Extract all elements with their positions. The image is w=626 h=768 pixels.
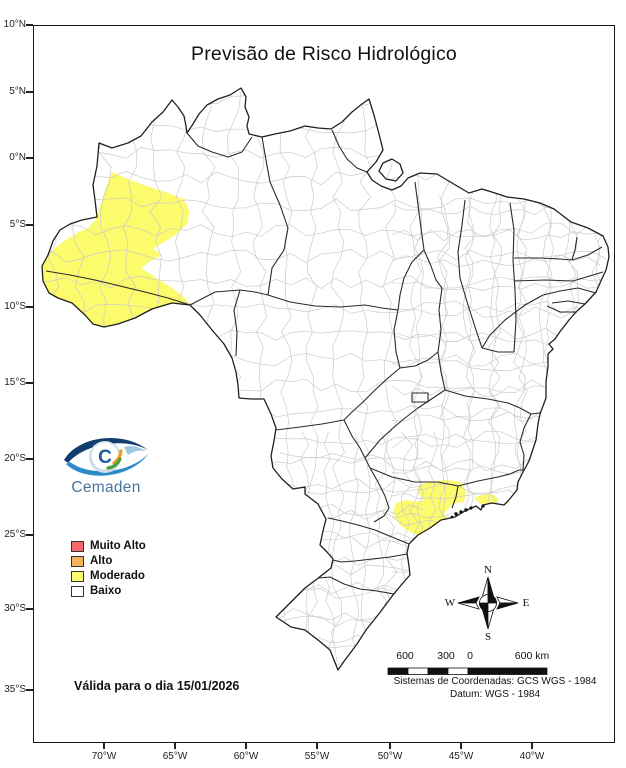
moderado-label: Moderado xyxy=(90,570,145,582)
cemaden-eye-icon: C xyxy=(64,437,149,476)
lat-label: 10°N xyxy=(3,19,26,30)
lon-label: 70°W xyxy=(91,751,117,762)
map-frame xyxy=(33,25,615,743)
lon-tick xyxy=(389,743,391,749)
moderado-swatch xyxy=(71,571,84,582)
lat-tick xyxy=(26,224,33,226)
lat-tick xyxy=(26,91,33,93)
lat-label: 30°S xyxy=(4,603,26,614)
coastal-municipality-dots xyxy=(450,504,485,519)
lat-tick xyxy=(26,382,33,384)
scale-0: 0 xyxy=(467,650,473,662)
lon-label: 45°W xyxy=(448,751,474,762)
lon-label: 65°W xyxy=(162,751,188,762)
lat-label: 35°S xyxy=(4,684,26,695)
compass-west-label: W xyxy=(444,597,456,609)
page-title: Previsão de Risco Hidrológico xyxy=(191,43,457,65)
scale-bar xyxy=(387,667,548,675)
lat-label: 20°S xyxy=(4,453,26,464)
lat-tick xyxy=(26,157,33,159)
risk-region-fills xyxy=(42,172,499,537)
lon-tick xyxy=(531,743,533,749)
lat-label: 5°N xyxy=(9,86,26,97)
compass-south-label: S xyxy=(484,631,492,643)
lat-tick xyxy=(26,24,33,26)
coordinate-system-line2: Datum: WGS - 1984 xyxy=(449,688,541,700)
lat-label: 10°S xyxy=(4,301,26,312)
cemaden-logo-text: Cemaden xyxy=(71,479,141,496)
scale-300: 300 xyxy=(437,650,455,662)
muito-alto-swatch xyxy=(71,541,84,552)
lon-tick xyxy=(316,743,318,749)
lat-tick xyxy=(26,534,33,536)
coordinate-system-line1: Sistemas de Coordenadas: GCS WGS - 1984 xyxy=(393,676,597,687)
coordinate-system-note: Sistemas de Coordenadas: GCS WGS - 1984 … xyxy=(375,676,615,701)
scale-600-left: 600 xyxy=(396,650,414,662)
alto-label: Alto xyxy=(90,555,113,567)
lon-label: 40°W xyxy=(519,751,545,762)
country-outline xyxy=(41,87,610,671)
distrito-federal-outline xyxy=(411,392,429,403)
lat-label: 0°N xyxy=(9,152,26,163)
compass-east-label: E xyxy=(522,597,530,609)
lon-tick xyxy=(103,743,105,749)
risk-region-northwest xyxy=(42,172,190,327)
cemaden-logo: C xyxy=(58,428,154,487)
brazil-map xyxy=(41,87,610,675)
compass-north-label: N xyxy=(484,564,492,576)
lon-tick xyxy=(174,743,176,749)
lon-label: 50°W xyxy=(377,751,403,762)
validity-date: Válida para o dia 15/01/2026 xyxy=(74,679,240,693)
state-borders xyxy=(45,129,604,595)
lat-label: 25°S xyxy=(4,529,26,540)
lat-tick xyxy=(26,306,33,308)
lat-tick xyxy=(26,689,33,691)
risk-region-sp-upper xyxy=(417,480,466,514)
lon-tick xyxy=(245,743,247,749)
lat-tick xyxy=(26,608,33,610)
lon-tick xyxy=(460,743,462,749)
muito-alto-label: Muito Alto xyxy=(90,540,146,552)
baixo-swatch xyxy=(71,586,84,597)
lat-label: 5°S xyxy=(9,219,26,230)
lon-label: 60°W xyxy=(233,751,259,762)
alto-swatch xyxy=(71,556,84,567)
compass-rose xyxy=(457,576,519,630)
lat-label: 15°S xyxy=(4,377,26,388)
lat-tick xyxy=(26,458,33,460)
svg-text:C: C xyxy=(98,447,112,468)
scale-600km: 600 km xyxy=(514,650,550,662)
lon-label: 55°W xyxy=(304,751,330,762)
baixo-label: Baixo xyxy=(90,585,122,597)
